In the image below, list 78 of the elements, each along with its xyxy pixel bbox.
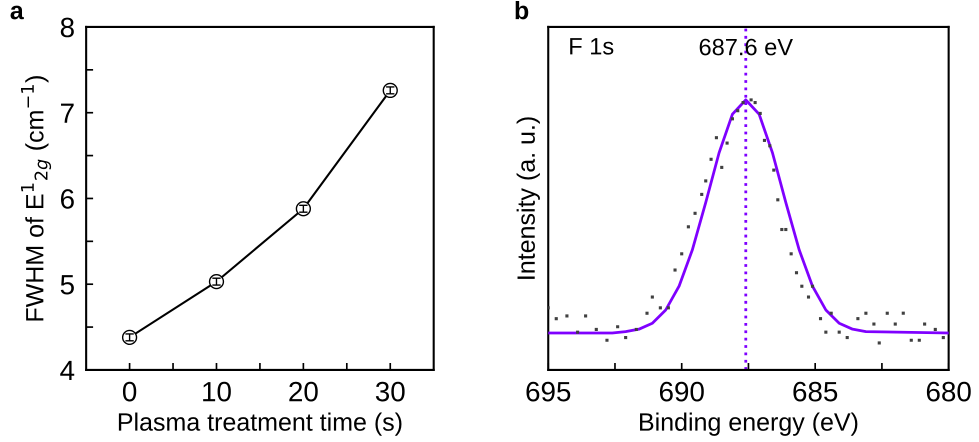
point: [768, 144, 772, 148]
point: [800, 284, 804, 288]
x-tick-label: 10: [203, 382, 231, 402]
point: [934, 328, 937, 331]
y-axis-title: Intensity (a. u.): [516, 117, 540, 279]
point: [666, 306, 670, 310]
point: [810, 284, 814, 288]
y-tick-label: 4: [60, 360, 74, 380]
point: [856, 317, 860, 320]
point: [673, 268, 677, 272]
point: [776, 198, 780, 202]
point: [762, 138, 766, 142]
point: [942, 336, 945, 340]
y-tick-label: 7: [61, 104, 74, 123]
point: [784, 228, 788, 232]
point: [730, 117, 734, 120]
y-axis-title: FWHM of E$^{1}$$_{2g}$ (cm$^{−1}$): [21, 76, 52, 321]
point: [902, 312, 905, 315]
chart-title: a: [10, 6, 24, 20]
x-tick-label: 20: [289, 382, 318, 402]
point: [634, 328, 638, 331]
point: [710, 158, 713, 161]
point: [818, 317, 822, 320]
point: [704, 179, 708, 182]
point: [830, 312, 833, 315]
point: [758, 112, 762, 115]
x-axis-title: Plasma treatment time (s): [118, 412, 402, 436]
point: [838, 330, 841, 334]
point: [754, 101, 757, 104]
point: [923, 322, 926, 326]
point: [700, 192, 704, 196]
x-tick-label: 695: [526, 382, 570, 402]
chart-title: b: [516, 1, 528, 20]
x-tick-label: 0: [122, 382, 136, 402]
y-tick-label: 5: [60, 275, 74, 295]
point: [780, 228, 784, 232]
x-tick-label: 680: [926, 382, 971, 402]
x-tick-label: 685: [793, 382, 838, 402]
point: [565, 314, 568, 318]
point: [794, 271, 798, 274]
point: [742, 101, 745, 104]
point: [886, 312, 889, 315]
point: [584, 314, 588, 318]
point: [878, 341, 881, 344]
point: [824, 330, 828, 334]
point: [714, 136, 718, 140]
point: [605, 338, 609, 342]
y-tick-label: 6: [61, 189, 74, 209]
x-tick-label: 30: [376, 382, 405, 402]
point: [616, 325, 620, 328]
point: [624, 336, 628, 340]
point: [772, 168, 776, 172]
point: [894, 322, 897, 326]
text: F 1s: [570, 38, 614, 55]
x-axis-title: Binding energy (eV): [640, 412, 858, 436]
point: [864, 312, 868, 315]
point: [576, 330, 580, 334]
point: [806, 295, 810, 299]
point: [910, 338, 913, 342]
point: [736, 109, 740, 112]
point: [694, 212, 697, 215]
point: [846, 336, 849, 340]
y-tick-label: 8: [60, 18, 74, 38]
point: [872, 322, 876, 326]
point: [686, 225, 690, 228]
point: [720, 166, 724, 169]
x-tick-label: 690: [660, 382, 704, 402]
point: [918, 338, 921, 342]
point: [680, 252, 684, 256]
point: [594, 328, 598, 331]
point: [645, 312, 649, 315]
point: [790, 252, 793, 256]
ref-line-label: 687.6 eV: [700, 38, 793, 56]
point: [650, 295, 654, 299]
point: [726, 142, 729, 145]
point: [658, 306, 662, 310]
point: [554, 317, 558, 320]
point: [750, 98, 753, 102]
